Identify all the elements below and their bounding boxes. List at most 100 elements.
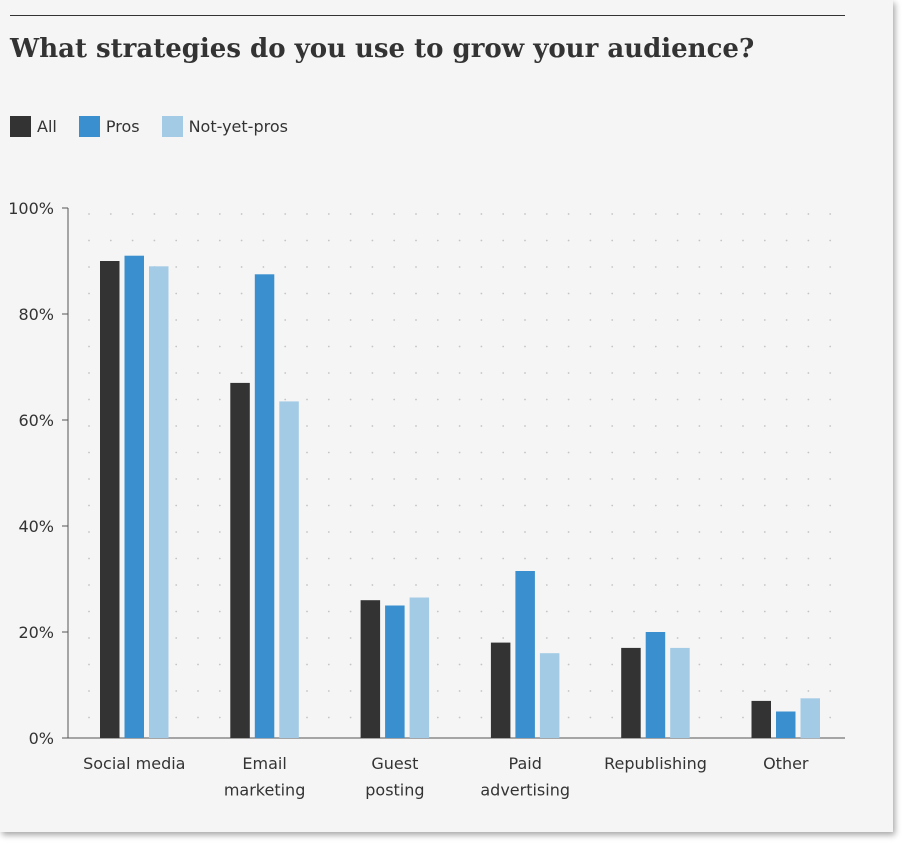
grid-dot	[807, 292, 810, 295]
grid-dot	[306, 451, 308, 454]
grid-dot	[829, 398, 832, 401]
grid-dot	[240, 266, 243, 268]
grid-dot	[654, 372, 657, 374]
grid-dot	[371, 531, 374, 533]
grid-dot	[545, 610, 548, 613]
grid-dot	[240, 345, 243, 348]
grid-dot	[633, 610, 635, 613]
grid-dot	[197, 690, 199, 692]
grid-dot	[502, 398, 505, 401]
grid-dot	[306, 663, 308, 666]
bar	[670, 647, 690, 738]
grid-dot	[785, 531, 788, 533]
grid-dot	[742, 345, 744, 348]
grid-dot	[654, 584, 657, 586]
grid-dot	[502, 266, 505, 268]
grid-dot	[676, 398, 679, 401]
grid-dot	[611, 610, 614, 613]
grid-dot	[458, 292, 461, 295]
grid-dot	[436, 637, 439, 639]
bar	[645, 632, 666, 738]
grid-dot	[502, 557, 505, 560]
grid-dot	[415, 213, 417, 215]
grid-dot	[785, 319, 788, 321]
grid-dot	[763, 398, 766, 401]
grid-dot	[349, 213, 352, 215]
grid-dot	[742, 690, 744, 692]
grid-dot	[654, 398, 657, 401]
grid-dot	[611, 531, 614, 533]
grid-dot	[654, 292, 657, 295]
grid-dot	[327, 292, 330, 295]
grid-dot	[436, 478, 439, 480]
grid-dot	[545, 478, 548, 480]
grid-dot	[175, 504, 178, 507]
grid-dot	[415, 557, 417, 560]
grid-dot	[393, 345, 396, 348]
grid-dot	[829, 690, 832, 692]
grid-dot	[567, 345, 570, 348]
grid-dot	[327, 398, 330, 401]
grid-dot	[393, 504, 396, 507]
grid-dot	[545, 504, 548, 507]
grid-dot	[742, 716, 744, 719]
grid-dot	[502, 345, 505, 348]
grid-dot	[589, 451, 592, 454]
grid-dot	[88, 266, 90, 268]
grid-dot	[545, 425, 548, 427]
grid-dot	[458, 319, 461, 321]
grid-dot	[502, 425, 505, 427]
grid-dot	[611, 372, 614, 374]
grid-dot	[218, 584, 221, 586]
grid-dot	[676, 292, 679, 295]
grid-dot	[807, 345, 810, 348]
grid-dot	[829, 319, 832, 321]
grid-dot	[415, 345, 417, 348]
grid-dot	[306, 531, 308, 533]
grid-dot	[306, 584, 308, 586]
grid-dot	[545, 239, 548, 242]
grid-dot	[742, 319, 744, 321]
grid-dot	[284, 213, 287, 215]
grid-dot	[349, 372, 352, 374]
grid-dot	[371, 292, 374, 295]
grid-dot	[175, 213, 178, 215]
grid-dot	[633, 266, 635, 268]
grid-dot	[763, 292, 766, 295]
grid-dot	[807, 690, 810, 692]
grid-dot	[785, 213, 788, 215]
grid-dot	[807, 531, 810, 533]
grid-dot	[763, 239, 766, 242]
grid-dot	[589, 690, 592, 692]
grid-dot	[676, 557, 679, 560]
grid-dot	[720, 610, 723, 613]
grid-dot	[589, 398, 592, 401]
grid-dot	[589, 425, 592, 427]
grid-dot	[88, 663, 90, 666]
grid-dot	[218, 372, 221, 374]
grid-dot	[589, 584, 592, 586]
grid-dot	[349, 319, 352, 321]
grid-dot	[720, 319, 723, 321]
grid-dot	[524, 319, 526, 321]
grid-dot	[567, 716, 570, 719]
grid-dot	[436, 319, 439, 321]
chart-card: What strategies do you use to grow your …	[8, 15, 845, 800]
grid-dot	[807, 610, 810, 613]
grid-dot	[218, 637, 221, 639]
grid-dot	[611, 292, 614, 295]
grid-dot	[197, 557, 199, 560]
grid-dot	[88, 557, 90, 560]
grid-dot	[371, 345, 374, 348]
x-tick-label: Guest	[371, 754, 418, 773]
grid-dot	[175, 398, 178, 401]
grid-dot	[153, 213, 156, 215]
grid-dot	[349, 239, 352, 242]
grid-dot	[720, 716, 723, 719]
grid-dot	[88, 345, 90, 348]
grid-dot	[88, 451, 90, 454]
grid-dot	[436, 584, 439, 586]
grid-dot	[393, 213, 396, 215]
grid-dot	[742, 372, 744, 374]
grid-dot	[218, 451, 221, 454]
